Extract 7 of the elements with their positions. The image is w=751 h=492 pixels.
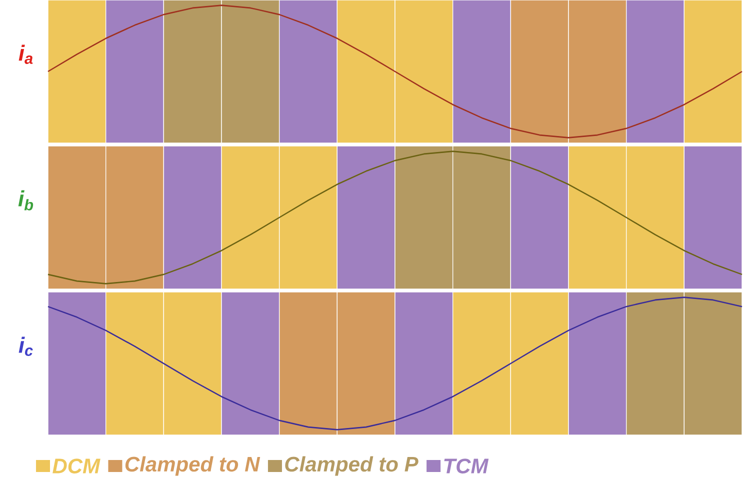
- text: DCM: [52, 458, 100, 474]
- text: Clamped to N: [125, 456, 260, 476]
- y-axis-title: i$_{a}$: [18, 44, 33, 64]
- text: Clamped to P: [285, 456, 418, 476]
- text: TCM: [444, 458, 489, 474]
- y-axis-title: i$_{b}$: [18, 190, 34, 210]
- y-axis-title: i$_{c}$: [18, 336, 33, 356]
